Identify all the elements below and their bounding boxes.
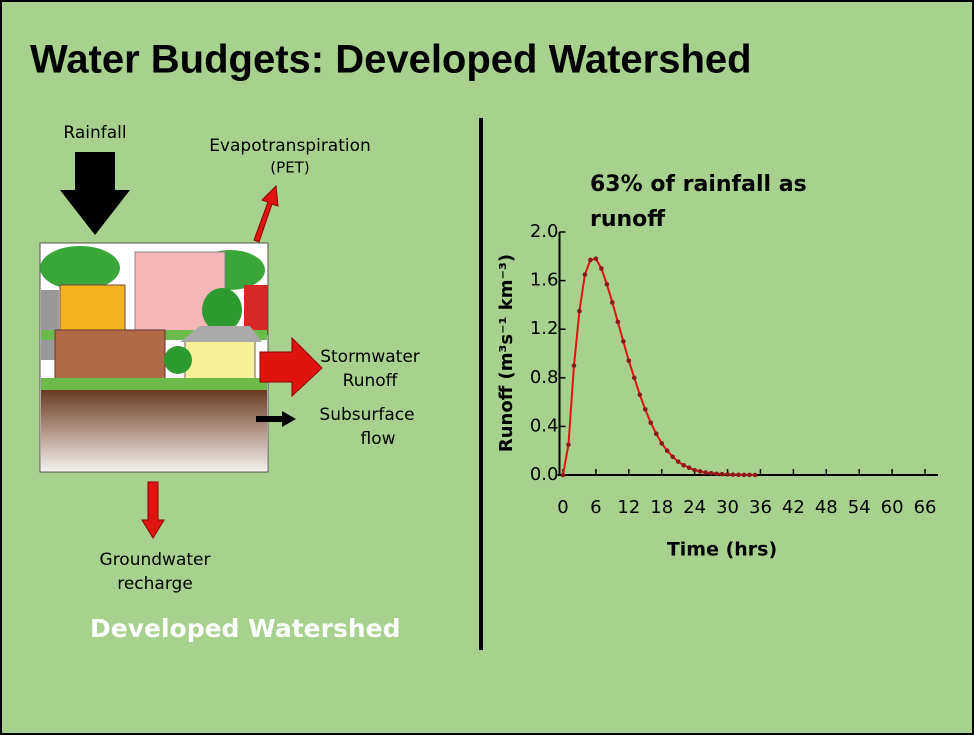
runoff-marker [692, 468, 697, 473]
runoff-marker [681, 463, 686, 468]
runoff-marker [637, 393, 642, 398]
runoff-marker [725, 472, 730, 477]
soil [41, 390, 267, 471]
diagram-caption: Developed Watershed [90, 614, 400, 643]
x-axis-label: Time (hrs) [667, 539, 777, 561]
rainfall-label: Rainfall [63, 123, 126, 143]
x-tick-label: 0 [557, 497, 568, 518]
runoff-marker [588, 258, 593, 263]
runoff-marker [753, 473, 758, 478]
runoff-marker [583, 272, 588, 277]
runoff-marker [742, 473, 747, 478]
x-tick-label: 18 [650, 497, 673, 518]
runoff-marker [605, 282, 610, 287]
runoff-marker [670, 454, 675, 459]
x-tick-label: 54 [848, 497, 871, 518]
runoff-marker [627, 358, 632, 363]
runoff-marker [720, 472, 725, 477]
annotation: 63% of rainfall as [590, 172, 807, 197]
runoff-marker [698, 469, 703, 474]
runoff-marker [665, 448, 670, 453]
stormwater-label: Stormwater [320, 347, 420, 367]
runoff-marker [610, 300, 615, 305]
y-tick-label: 0.8 [530, 367, 559, 388]
slide-title: Water Budgets: Developed Watershed [30, 38, 752, 82]
annotation: runoff [590, 207, 666, 232]
runoff-marker [621, 339, 626, 344]
runoff-marker [572, 363, 577, 368]
runoff-marker [709, 471, 714, 476]
x-tick-label: 60 [881, 497, 904, 518]
y-tick-label: 0.0 [530, 464, 559, 485]
y-tick-label: 0.4 [530, 415, 559, 436]
x-tick-label: 48 [815, 497, 838, 518]
runoff-marker [616, 320, 621, 325]
runoff-marker [599, 266, 604, 271]
runoff-marker [736, 472, 741, 477]
y-tick-label: 2.0 [530, 221, 559, 242]
runoff-marker [659, 441, 664, 446]
y-axis-label: Runoff (m³s⁻¹ km⁻³) [496, 254, 517, 452]
x-tick-label: 12 [617, 497, 640, 518]
runoff-marker [731, 472, 736, 477]
runoff-marker [654, 431, 659, 436]
groundwater-label: Groundwater [100, 550, 211, 570]
town-illustration [40, 246, 268, 390]
runoff-marker [714, 471, 719, 476]
et-label: (PET) [270, 159, 309, 177]
runoff-marker [648, 420, 653, 425]
x-tick-label: 30 [716, 497, 739, 518]
runoff-marker [747, 473, 752, 478]
slide: Water Budgets: Developed Watershed Rainf… [0, 0, 974, 735]
x-tick-label: 42 [782, 497, 805, 518]
x-tick-label: 6 [590, 497, 601, 518]
runoff-marker [676, 459, 681, 464]
et-label: Evapotranspiration [209, 136, 371, 156]
runoff-marker [687, 465, 692, 470]
y-tick-label: 1.2 [530, 318, 559, 339]
x-tick-label: 36 [749, 497, 772, 518]
subsurface-label: Subsurface [319, 405, 414, 425]
stormwater-label: Runoff [343, 371, 399, 391]
runoff-marker [577, 309, 582, 314]
x-tick-label: 66 [914, 497, 937, 518]
runoff-marker [632, 376, 637, 381]
runoff-marker [703, 470, 708, 475]
runoff-marker [594, 256, 599, 261]
y-tick-label: 1.6 [530, 270, 559, 291]
runoff-marker [643, 407, 648, 412]
groundwater-label: recharge [117, 574, 193, 594]
runoff-marker [561, 473, 566, 478]
runoff-marker [566, 442, 571, 447]
subsurface-label: flow [360, 429, 395, 449]
x-tick-label: 24 [683, 497, 706, 518]
